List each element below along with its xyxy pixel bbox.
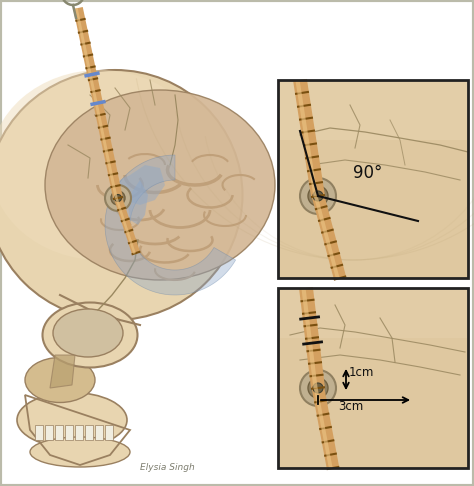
Bar <box>278 288 468 338</box>
Bar <box>55 425 63 440</box>
Polygon shape <box>115 165 165 205</box>
Circle shape <box>313 191 323 201</box>
Bar <box>75 425 83 440</box>
Circle shape <box>300 178 336 214</box>
Bar <box>105 425 113 440</box>
Ellipse shape <box>25 358 95 402</box>
Ellipse shape <box>0 70 210 260</box>
Circle shape <box>308 378 328 398</box>
Text: 1cm: 1cm <box>349 365 374 379</box>
Polygon shape <box>128 180 148 225</box>
Bar <box>45 425 53 440</box>
Ellipse shape <box>53 309 123 357</box>
Polygon shape <box>50 355 75 388</box>
Bar <box>278 80 468 278</box>
Ellipse shape <box>0 70 243 320</box>
Circle shape <box>313 383 323 393</box>
Bar <box>95 425 103 440</box>
Ellipse shape <box>17 393 127 448</box>
Text: Elysia Singh: Elysia Singh <box>140 463 195 472</box>
Circle shape <box>111 191 125 205</box>
Ellipse shape <box>45 90 275 280</box>
Circle shape <box>115 194 121 202</box>
Polygon shape <box>105 155 236 295</box>
Bar <box>278 288 468 468</box>
Bar <box>278 80 468 278</box>
Circle shape <box>300 370 336 406</box>
Bar <box>278 80 468 140</box>
Circle shape <box>308 186 328 206</box>
Text: 3cm: 3cm <box>338 400 363 413</box>
Text: 90°: 90° <box>353 164 383 182</box>
Bar <box>278 288 468 468</box>
Ellipse shape <box>43 302 137 367</box>
Bar <box>35 425 43 440</box>
Bar <box>65 425 73 440</box>
Circle shape <box>105 185 131 211</box>
Ellipse shape <box>30 437 130 467</box>
Bar <box>85 425 93 440</box>
